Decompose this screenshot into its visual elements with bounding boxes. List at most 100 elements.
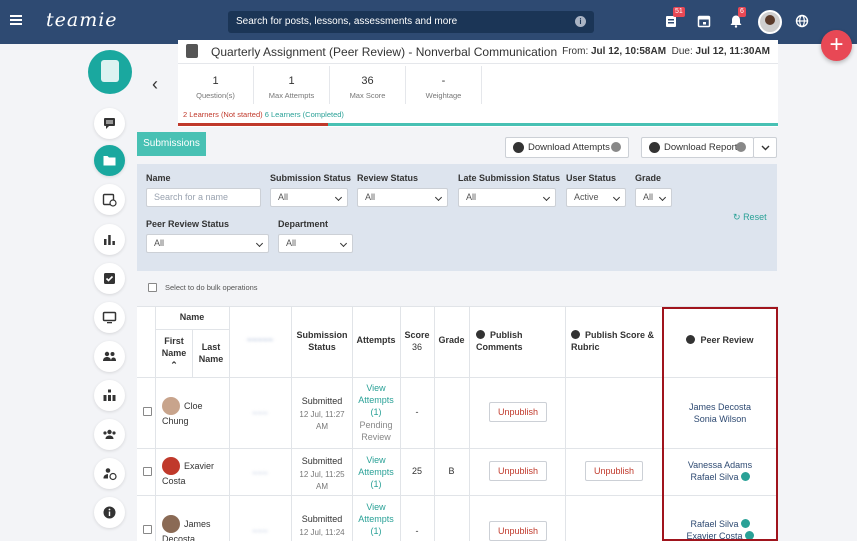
unpublish-comments-button[interactable]: Unpublish: [489, 402, 547, 422]
submission-time: 12 Jul, 11:25 AM: [299, 470, 345, 491]
user-avatar[interactable]: [758, 10, 782, 34]
check-circle-icon: [744, 531, 754, 540]
peer-reviewer[interactable]: James Decosta: [688, 402, 752, 412]
create-button[interactable]: +: [821, 30, 852, 61]
score-value: 25: [411, 466, 422, 476]
learner-last-name[interactable]: Costa: [162, 476, 186, 486]
submission-time: 12 Jul, 11:27 AM: [299, 410, 345, 431]
download-report-button[interactable]: Download Report: [641, 137, 754, 158]
learner-first-name[interactable]: Cloe: [184, 401, 203, 411]
rail-newsfeed[interactable]: [94, 108, 125, 139]
review-status-select[interactable]: All: [357, 188, 448, 207]
user-status-select[interactable]: Active: [566, 188, 626, 207]
pending-review-status: Pending Review: [359, 420, 393, 442]
completed-link[interactable]: 6 Learners (Completed): [264, 110, 344, 119]
col-grade: Grade: [438, 335, 465, 345]
learner-first-name[interactable]: Exavier: [184, 461, 215, 471]
peer-reviewer-completed[interactable]: Exavier Costa: [665, 530, 775, 541]
col-first-name[interactable]: First Name ⌃: [161, 336, 187, 370]
avatar: [162, 515, 180, 533]
learner-last-name[interactable]: Chung: [162, 416, 189, 426]
row-checkbox[interactable]: [143, 467, 152, 476]
unpublish-comments-button[interactable]: Unpublish: [489, 521, 547, 541]
unpublish-comments-button[interactable]: Unpublish: [489, 461, 547, 481]
bulk-select[interactable]: Select to do bulk operations: [148, 283, 258, 292]
rail-info[interactable]: [94, 497, 125, 528]
info-icon[interactable]: i: [575, 16, 586, 27]
peer-review-status-select[interactable]: All: [146, 234, 269, 253]
row-checkbox[interactable]: [143, 407, 152, 416]
info-icon: [103, 506, 116, 519]
learner-first-name[interactable]: James: [184, 519, 211, 529]
col-hidden: ~~~~~: [246, 335, 274, 345]
info-icon[interactable]: [476, 330, 485, 339]
tab-submissions[interactable]: Submissions: [137, 132, 206, 156]
info-icon[interactable]: [571, 330, 580, 339]
chevron-down-icon: [339, 239, 348, 248]
classroom-avatar[interactable]: [88, 50, 132, 94]
stat-questions: 1 Question(s): [178, 66, 254, 104]
checkbox-icon: [104, 273, 115, 284]
rail-tasks[interactable]: [94, 263, 125, 294]
folder-icon: [103, 156, 116, 166]
peer-reviewer[interactable]: Sonia Wilson: [693, 414, 747, 424]
messages-icon[interactable]: [664, 14, 678, 28]
rail-calendar[interactable]: [94, 184, 125, 215]
stat-max-attempts: 1 Max Attempts: [254, 66, 330, 104]
menu-icon[interactable]: [10, 15, 22, 25]
monitor-icon: [102, 311, 117, 324]
bell-icon[interactable]: [729, 14, 743, 28]
info-icon[interactable]: [611, 142, 621, 152]
rail-materials[interactable]: [94, 145, 125, 176]
info-icon[interactable]: [686, 335, 696, 344]
chevron-down-icon: [334, 193, 343, 202]
report-options-dropdown[interactable]: [753, 137, 777, 158]
rail-groups[interactable]: [94, 380, 125, 411]
back-chevron-icon[interactable]: ‹: [152, 74, 158, 94]
peer-reviewer[interactable]: Vanessa Adams: [687, 460, 753, 470]
unpublish-score-button[interactable]: Unpublish: [585, 461, 643, 481]
submission-status-select[interactable]: All: [270, 188, 348, 207]
search-placeholder: Search for posts, lessons, assessments a…: [236, 16, 458, 27]
not-started-link[interactable]: 2 Learners (Not started): [183, 110, 263, 119]
check-circle-icon: [740, 519, 750, 528]
info-icon[interactable]: [736, 142, 746, 152]
col-last-name[interactable]: Last Name: [198, 342, 224, 364]
view-attempts-link[interactable]: View Attempts (1): [358, 455, 394, 489]
department-select[interactable]: All: [278, 234, 353, 253]
peer-reviewer-completed[interactable]: Rafael Silva: [665, 518, 775, 530]
download-icon: [513, 142, 524, 153]
view-attempts-link[interactable]: View Attempts (1): [358, 383, 394, 417]
learner-last-name[interactable]: Decosta: [162, 534, 196, 541]
col-score: Score 36: [404, 330, 430, 352]
app-logo[interactable]: teamie: [46, 9, 118, 31]
rail-members[interactable]: [94, 341, 125, 372]
messages-badge: 51: [673, 7, 685, 17]
view-attempts-link[interactable]: View Attempts (1): [358, 502, 394, 536]
score-value: -: [415, 526, 419, 536]
bar-chart-icon: [104, 235, 115, 245]
peer-reviewer-completed[interactable]: Rafael Silva: [665, 471, 775, 483]
rail-user-schedule[interactable]: [94, 458, 125, 489]
download-attempts-button[interactable]: Download Attempts: [505, 137, 629, 158]
calendar-icon[interactable]: [697, 14, 711, 28]
learner-summary: 2 Learners (Not started) 6 Learners (Com…: [183, 110, 344, 119]
reset-filters-button[interactable]: ↻ Reset: [733, 212, 767, 222]
col-publish-comments: Publish Comments: [476, 330, 523, 352]
col-attempts: Attempts: [356, 335, 396, 345]
globe-icon[interactable]: [795, 14, 809, 28]
bulk-checkbox[interactable]: [148, 283, 157, 292]
user-clock-icon: [103, 468, 117, 481]
late-submission-select[interactable]: All: [458, 188, 556, 207]
col-name: Name: [179, 312, 205, 322]
global-search-input[interactable]: Search for posts, lessons, assessments a…: [228, 11, 594, 33]
grade-select[interactable]: All: [635, 188, 672, 207]
rail-attendance[interactable]: [94, 419, 125, 450]
calendar-clock-icon: [102, 193, 117, 207]
assessment-dates: From: Jul 12, 10:58AM Due: Jul 12, 11:30…: [562, 46, 770, 57]
rail-screen[interactable]: [94, 302, 125, 333]
users-icon: [103, 351, 116, 361]
row-checkbox[interactable]: [143, 525, 152, 534]
rail-analytics[interactable]: [94, 224, 125, 255]
name-search-input[interactable]: Search for a name: [146, 188, 261, 207]
